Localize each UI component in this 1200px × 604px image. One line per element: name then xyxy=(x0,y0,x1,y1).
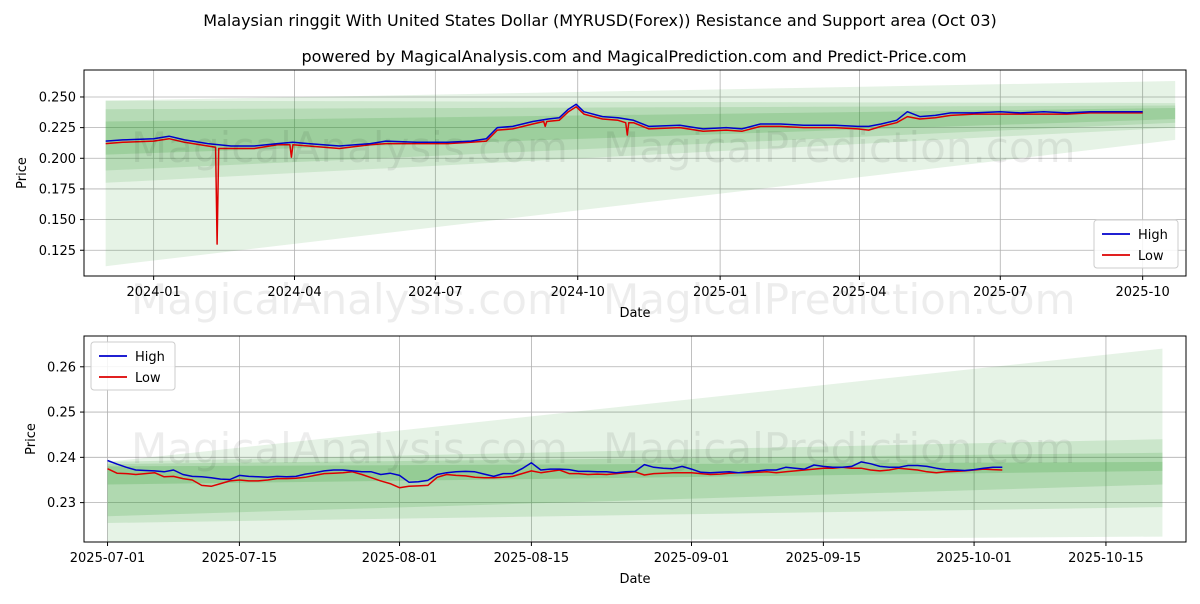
x-tick-label: 2024-04 xyxy=(267,285,321,300)
y-tick-label: 0.26 xyxy=(47,360,76,375)
support-resistance-band xyxy=(105,105,1176,171)
bottom-panel: MagicalAnalysis.com MagicalPrediction.com… xyxy=(24,335,1187,587)
chart-subtitle: powered by MagicalAnalysis.com and Magic… xyxy=(301,47,966,66)
y-axis-label: Price xyxy=(24,423,39,455)
legend-box xyxy=(1093,219,1179,269)
legend: High Low xyxy=(90,341,176,391)
support-resistance-band xyxy=(105,81,1176,267)
top-panel: MagicalAnalysis.com MagicalPrediction.com… xyxy=(15,69,1187,324)
y-tick-label: 0.24 xyxy=(47,451,76,466)
x-tick-label: 2025-09-01 xyxy=(654,551,730,566)
watermark-text: MagicalAnalysis.com xyxy=(131,123,568,172)
watermark-text: MagicalPrediction.com xyxy=(603,424,1076,473)
x-axis-label: Date xyxy=(619,306,650,321)
support-resistance-band xyxy=(107,348,1163,542)
x-tick-label: 2025-09-15 xyxy=(786,551,862,566)
low-series-line xyxy=(107,466,1003,489)
x-tick-label: 2025-07-01 xyxy=(70,551,146,566)
y-tick-label: 0.200 xyxy=(39,152,76,167)
y-tick-label: 0.125 xyxy=(39,244,76,259)
x-axis-label: Date xyxy=(619,572,650,587)
y-tick-label: 0.23 xyxy=(47,496,76,511)
y-tick-label: 0.250 xyxy=(39,90,76,105)
x-tick-label: 2025-10 xyxy=(1115,285,1169,300)
high-series-line xyxy=(105,103,1143,147)
legend-box xyxy=(90,341,176,391)
x-tick-label: 2025-07 xyxy=(973,285,1027,300)
watermark-text: MagicalAnalysis.com xyxy=(131,424,568,473)
low-series-line xyxy=(105,106,1143,245)
legend-label-high: High xyxy=(1138,228,1168,243)
x-tick-label: 2025-08-15 xyxy=(494,551,570,566)
x-tick-label: 2025-01 xyxy=(693,285,747,300)
legend-label-high: High xyxy=(135,350,165,365)
x-tick-label: 2025-04 xyxy=(832,285,886,300)
support-resistance-band xyxy=(105,100,1176,183)
x-tick-label: 2024-01 xyxy=(126,285,180,300)
y-axis-label: Price xyxy=(15,157,30,189)
legend: High Low xyxy=(1093,219,1179,269)
high-series-line xyxy=(107,459,1003,483)
chart-title: Malaysian ringgit With United States Dol… xyxy=(203,11,997,30)
y-tick-label: 0.225 xyxy=(39,121,76,136)
y-tick-label: 0.175 xyxy=(39,182,76,197)
x-tick-label: 2025-08-01 xyxy=(362,551,438,566)
y-tick-label: 0.150 xyxy=(39,213,76,228)
x-tick-label: 2025-10-15 xyxy=(1068,551,1144,566)
legend-label-low: Low xyxy=(135,371,161,386)
support-resistance-band xyxy=(107,439,1163,523)
legend-label-low: Low xyxy=(1138,249,1164,264)
top-axes-frame xyxy=(83,69,1187,277)
watermark-text: MagicalAnalysis.com xyxy=(131,275,568,324)
x-tick-label: 2024-10 xyxy=(551,285,605,300)
y-tick-label: 0.25 xyxy=(47,406,76,421)
x-tick-label: 2025-10-01 xyxy=(936,551,1012,566)
watermark-text: MagicalPrediction.com xyxy=(603,123,1076,172)
x-tick-label: 2024-07 xyxy=(408,285,462,300)
bottom-axes-frame xyxy=(83,335,1187,543)
x-tick-label: 2025-07-15 xyxy=(202,551,278,566)
top-plot-area xyxy=(105,81,1176,267)
watermark-text: MagicalPrediction.com xyxy=(603,275,1076,324)
bottom-plot-area xyxy=(107,348,1163,542)
